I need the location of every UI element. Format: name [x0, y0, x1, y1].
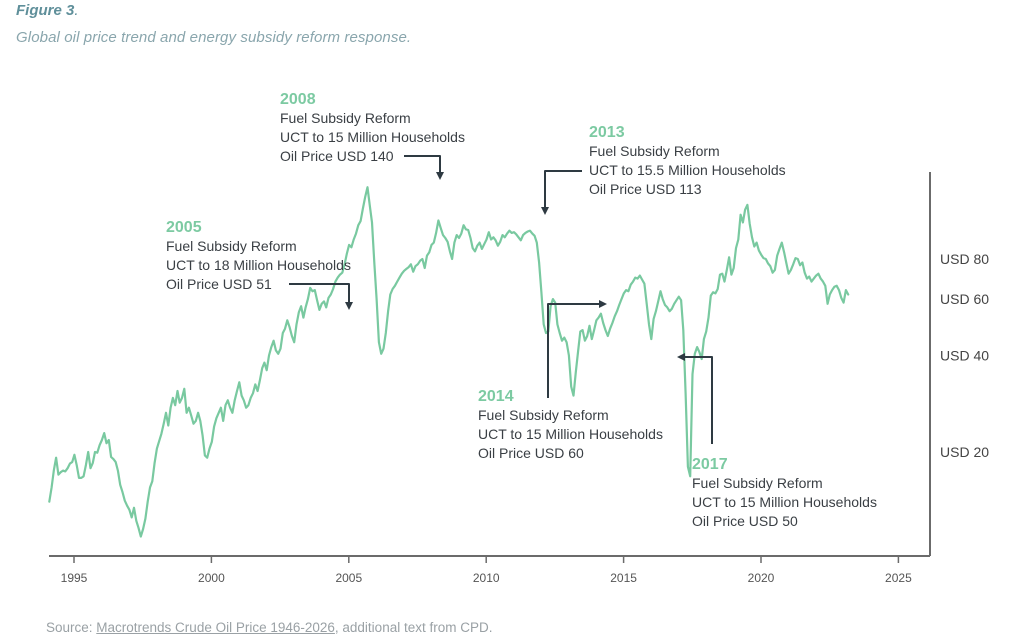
- y-tick-label: USD 40: [940, 348, 989, 364]
- figure-label-suffix: .: [74, 2, 79, 19]
- y-tick-label: USD 60: [940, 291, 989, 307]
- source-note: Source: Macrotrends Crude Oil Price 1946…: [46, 620, 492, 635]
- annotation-line: UCT to 15 Million Households: [692, 494, 877, 510]
- annotation-line: UCT to 15 Million Households: [280, 129, 465, 145]
- annotation-line: Fuel Subsidy Reform: [280, 110, 411, 126]
- price-line: [48, 186, 850, 538]
- x-tick-label: 2020: [748, 571, 775, 585]
- arrow-2008: [404, 155, 444, 180]
- annotation-line: Oil Price USD 51: [166, 276, 272, 292]
- annotation-line: UCT to 15.5 Million Households: [589, 162, 786, 178]
- annotation-line: Fuel Subsidy Reform: [692, 475, 823, 491]
- source-suffix: , additional text from CPD.: [334, 620, 493, 635]
- figure-label-text: Figure 3: [16, 2, 75, 19]
- x-tick-label: 2015: [610, 571, 637, 585]
- x-tick-label: 2025: [885, 571, 912, 585]
- axes: 1995 2000 2005 2010 2015 2020 2025 USD 20 USD 40…: [49, 172, 989, 585]
- annotation-line: Fuel Subsidy Reform: [166, 238, 297, 254]
- annotation-year: 2013: [589, 124, 625, 141]
- x-tick-label: 2005: [335, 571, 362, 585]
- annotation-line: Oil Price USD 60: [478, 445, 584, 461]
- arrow-2005: [289, 283, 353, 310]
- y-tick-label: USD 20: [940, 444, 989, 460]
- annotation-year: 2017: [692, 456, 728, 473]
- annotation-line: Oil Price USD 113: [589, 181, 702, 197]
- figure-title: Global oil price trend and energy subsid…: [16, 29, 412, 46]
- arrow-2013: [541, 170, 582, 215]
- annotation-line: Fuel Subsidy Reform: [478, 407, 609, 423]
- annotation-year: 2005: [166, 219, 202, 236]
- x-tick-label: 1995: [61, 571, 88, 585]
- annotation-line: Oil Price USD 50: [692, 513, 798, 529]
- annotation-2005: 2005 Fuel Subsidy Reform UCT to 18 Milli…: [166, 218, 351, 294]
- annotation-2013: 2013 Fuel Subsidy Reform UCT to 15.5 Mil…: [589, 123, 786, 199]
- annotation-2017: 2017 Fuel Subsidy Reform UCT to 15 Milli…: [692, 455, 877, 531]
- annotation-2014: 2014 Fuel Subsidy Reform UCT to 15 Milli…: [478, 387, 663, 463]
- series-layer: [48, 186, 850, 538]
- annotation-arrows: [289, 155, 713, 444]
- annotation-year: 2014: [478, 388, 514, 405]
- annotation-line: UCT to 15 Million Households: [478, 426, 663, 442]
- source-link[interactable]: Macrotrends Crude Oil Price 1946-2026: [96, 620, 335, 635]
- arrow-2017: [677, 353, 713, 444]
- y-tick-label: USD 80: [940, 251, 989, 267]
- annotation-line: UCT to 18 Million Households: [166, 257, 351, 273]
- x-tick-label: 2000: [198, 571, 225, 585]
- figure-label: Figure 3.: [16, 2, 79, 19]
- x-tick-label: 2010: [473, 571, 500, 585]
- annotation-line: Oil Price USD 140: [280, 148, 394, 164]
- annotation-year: 2008: [280, 91, 316, 108]
- source-prefix: Source:: [46, 620, 97, 635]
- arrow-2014: [547, 300, 607, 398]
- annotation-line: Fuel Subsidy Reform: [589, 143, 720, 159]
- annotation-2008: 2008 Fuel Subsidy Reform UCT to 15 Milli…: [280, 90, 465, 166]
